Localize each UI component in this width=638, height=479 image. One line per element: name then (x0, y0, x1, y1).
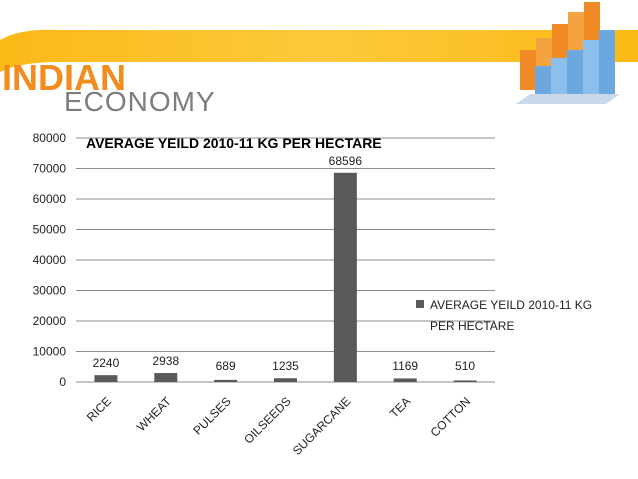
brand-logo-line2: ECONOMY (64, 86, 216, 117)
y-tick-label: 50000 (33, 223, 67, 237)
legend-swatch (416, 300, 424, 308)
y-tick-label: 60000 (33, 192, 67, 206)
data-label-wheat: 2938 (152, 354, 179, 368)
data-label-tea: 1169 (392, 359, 418, 373)
bar-sugarcane (333, 172, 357, 382)
y-tick-label: 40000 (33, 253, 67, 267)
bar-wheat (154, 373, 178, 382)
chart-title: AVERAGE YEILD 2010-11 KG PER HECTARE (86, 135, 382, 151)
y-axis-ticks: 0 10000 20000 30000 40000 50000 60000 70000 8000… (33, 131, 67, 389)
bar-rice (94, 375, 118, 382)
bars (94, 172, 477, 382)
data-label-sugarcane: 68596 (329, 154, 363, 168)
banner-decoration (0, 2, 638, 104)
gridlines (76, 137, 495, 352)
category-label-rice: RICE (84, 394, 114, 424)
orange-wave-stripe (0, 29, 638, 72)
y-tick-label: 70000 (33, 162, 67, 176)
y-tick-label: 20000 (33, 314, 67, 328)
legend-label-line2: PER HECTARE (430, 319, 514, 333)
y-tick-label: 30000 (33, 284, 67, 298)
category-label-tea: TEA (387, 394, 413, 420)
data-label-oilseeds: 1235 (272, 359, 299, 373)
legend: AVERAGE YEILD 2010-11 KG PER HECTARE (416, 298, 592, 333)
data-label-rice: 2240 (93, 356, 120, 370)
category-label-wheat: WHEAT (134, 394, 174, 434)
data-label-cotton: 510 (455, 359, 475, 373)
bar-chart-3d-icon (516, 2, 620, 104)
data-labels: 2240 2938 689 1235 68596 1169 510 (93, 154, 476, 373)
bar-cotton (453, 380, 477, 382)
y-tick-label: 10000 (33, 345, 67, 359)
data-label-pulses: 689 (216, 359, 236, 373)
legend-label-line1: AVERAGE YEILD 2010-11 KG (430, 298, 592, 312)
y-tick-label: 0 (59, 375, 66, 389)
bar-tea (393, 378, 417, 382)
category-label-sugarcane: SUGARCANE (290, 394, 354, 458)
category-label-pulses: PULSES (190, 394, 233, 437)
bar-pulses (214, 379, 238, 382)
category-label-cotton: COTTON (428, 394, 474, 440)
y-tick-label: 80000 (33, 131, 67, 145)
bar-oilseeds (274, 378, 297, 382)
category-label-oilseeds: OILSEEDS (241, 394, 293, 446)
brand-logo-line1: INDIAN (2, 57, 126, 98)
